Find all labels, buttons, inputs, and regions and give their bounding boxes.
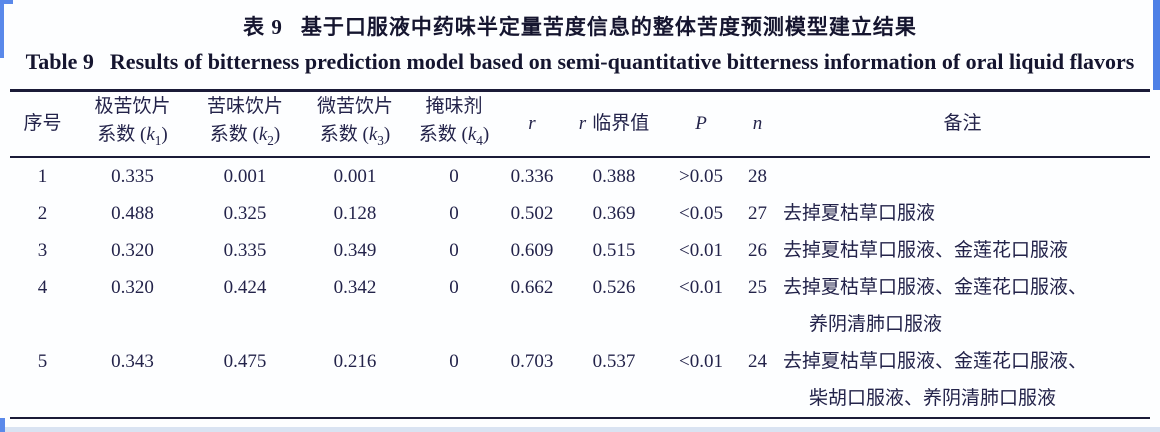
cell-k2: 0.424 (223, 277, 267, 298)
table-row-3: 3 0.320 0.335 0.349 0 0.609 0.515 <0.01 … (10, 232, 1150, 269)
screenshot-right-edge-artifact (1153, 0, 1160, 90)
screenshot-topleft-corner-artifact (0, 0, 13, 4)
cell-p: <0.01 (679, 277, 723, 298)
table-title-english: Table 9 Results of bitterness prediction … (0, 49, 1160, 75)
screenshot-bottomleft-corner-artifact (0, 418, 5, 432)
header-k1-coef: 系数 (k1) (97, 124, 168, 148)
cell-k2: 0.325 (223, 203, 267, 224)
cell-r: 0.502 (510, 203, 554, 224)
table-number-chinese: 表 9 (243, 15, 283, 39)
cell-n: 24 (748, 351, 767, 372)
cell-r-critical: 0.369 (592, 203, 636, 224)
header-r: r (528, 113, 536, 134)
cell-p: <0.05 (679, 203, 723, 224)
cell-k1: 0.343 (111, 351, 154, 372)
cell-k3: 0.342 (333, 277, 377, 298)
cell-k4: 0 (449, 240, 459, 261)
table-row-4: 4 0.320 0.424 0.342 0 0.662 0.526 <0.01 … (10, 269, 1150, 343)
cell-n: 27 (748, 203, 767, 224)
table-row-2: 2 0.488 0.325 0.128 0 0.502 0.369 <0.05 … (10, 195, 1150, 232)
header-k2: 苦味饮片 系数 (k2) (190, 92, 300, 156)
cell-p: <0.01 (679, 240, 723, 261)
header-k4: 掩味剂 系数 (k4) (410, 92, 498, 156)
cell-k3: 0.001 (333, 166, 377, 187)
cell-k4: 0 (449, 203, 459, 224)
table-title-text-chinese: 基于口服液中药味半定量苦度信息的整体苦度预测模型建立结果 (300, 15, 917, 39)
cell-k1: 0.320 (111, 277, 154, 298)
cell-r: 0.336 (510, 166, 554, 187)
header-n: n (752, 113, 763, 134)
cell-r: 0.662 (510, 277, 554, 298)
cell-k1: 0.488 (111, 203, 154, 224)
header-k1: 极苦饮片 系数 (k1) (75, 92, 190, 156)
header-k1-name: 极苦饮片 (94, 96, 171, 118)
cell-r-critical: 0.526 (592, 277, 636, 298)
header-index: 序号 (23, 113, 62, 134)
cell-k4: 0 (449, 166, 459, 187)
cell-k1: 0.335 (111, 166, 154, 187)
cell-remark: 去掉夏枯草口服液 (783, 203, 936, 224)
cell-p: >0.05 (679, 166, 723, 187)
table-number-english: Table 9 (25, 49, 94, 74)
header-p: P (695, 113, 707, 134)
cell-n: 28 (748, 166, 767, 187)
header-k2-name: 苦味饮片 (206, 96, 283, 118)
cell-r-critical: 0.537 (592, 351, 636, 372)
data-table: 序号 极苦饮片 系数 (k1) 苦味饮片 系数 (k2) 微苦饮片 系数 (k3… (10, 89, 1150, 419)
cell-k3: 0.349 (333, 240, 377, 261)
header-k4-coef: 系数 (k4) (418, 124, 490, 148)
cell-k1: 0.320 (111, 240, 154, 261)
cell-remark: 去掉夏枯草口服液、金莲花口服液、 柴胡口服液、养阴清肺口服液 (783, 351, 1088, 409)
table-title-chinese: 表 9 基于口服液中药味半定量苦度信息的整体苦度预测模型建立结果 (0, 11, 1160, 41)
header-k2-coef: 系数 (k2) (209, 124, 281, 148)
header-k3-name: 微苦饮片 (316, 96, 393, 118)
cell-index: 3 (37, 240, 48, 261)
cell-index: 5 (37, 351, 48, 372)
cell-index: 2 (37, 203, 48, 224)
cell-index: 4 (37, 277, 48, 298)
screenshot-left-edge-artifact (0, 0, 4, 58)
header-k3-coef: 系数 (k3) (319, 124, 391, 148)
table-body: 1 0.335 0.001 0.001 0 0.336 0.388 >0.05 … (10, 158, 1150, 419)
cell-k3: 0.128 (333, 203, 377, 224)
header-r-critical: r 临界值 (578, 113, 650, 134)
table-row-5: 5 0.343 0.475 0.216 0 0.703 0.537 <0.01 … (10, 343, 1150, 417)
cell-remark: 去掉夏枯草口服液、金莲花口服液 (783, 240, 1069, 261)
cell-n: 25 (748, 277, 767, 298)
cell-r: 0.609 (510, 240, 554, 261)
cell-n: 26 (748, 240, 767, 261)
table-header-row: 序号 极苦饮片 系数 (k1) 苦味饮片 系数 (k2) 微苦饮片 系数 (k3… (10, 92, 1150, 158)
cell-p: <0.01 (679, 351, 723, 372)
cell-k2: 0.475 (223, 351, 267, 372)
cell-k2: 0.335 (223, 240, 267, 261)
table-title-text-english: Results of bitterness prediction model b… (109, 49, 1135, 74)
cell-r: 0.703 (510, 351, 554, 372)
header-k4-name: 掩味剂 (425, 96, 483, 118)
cell-k2: 0.001 (223, 166, 267, 187)
cell-index: 1 (37, 166, 48, 187)
cell-r-critical: 0.515 (592, 240, 636, 261)
cell-k4: 0 (449, 277, 459, 298)
cell-k4: 0 (449, 351, 459, 372)
cell-remark: 去掉夏枯草口服液、金莲花口服液、 养阴清肺口服液 (783, 277, 1088, 335)
cell-k3: 0.216 (333, 351, 377, 372)
table-row-1: 1 0.335 0.001 0.001 0 0.336 0.388 >0.05 … (10, 158, 1150, 195)
cell-r-critical: 0.388 (592, 166, 636, 187)
header-k3: 微苦饮片 系数 (k3) (300, 92, 410, 156)
header-remark: 备注 (943, 113, 982, 134)
screenshot-bottom-edge-artifact (0, 427, 1160, 432)
